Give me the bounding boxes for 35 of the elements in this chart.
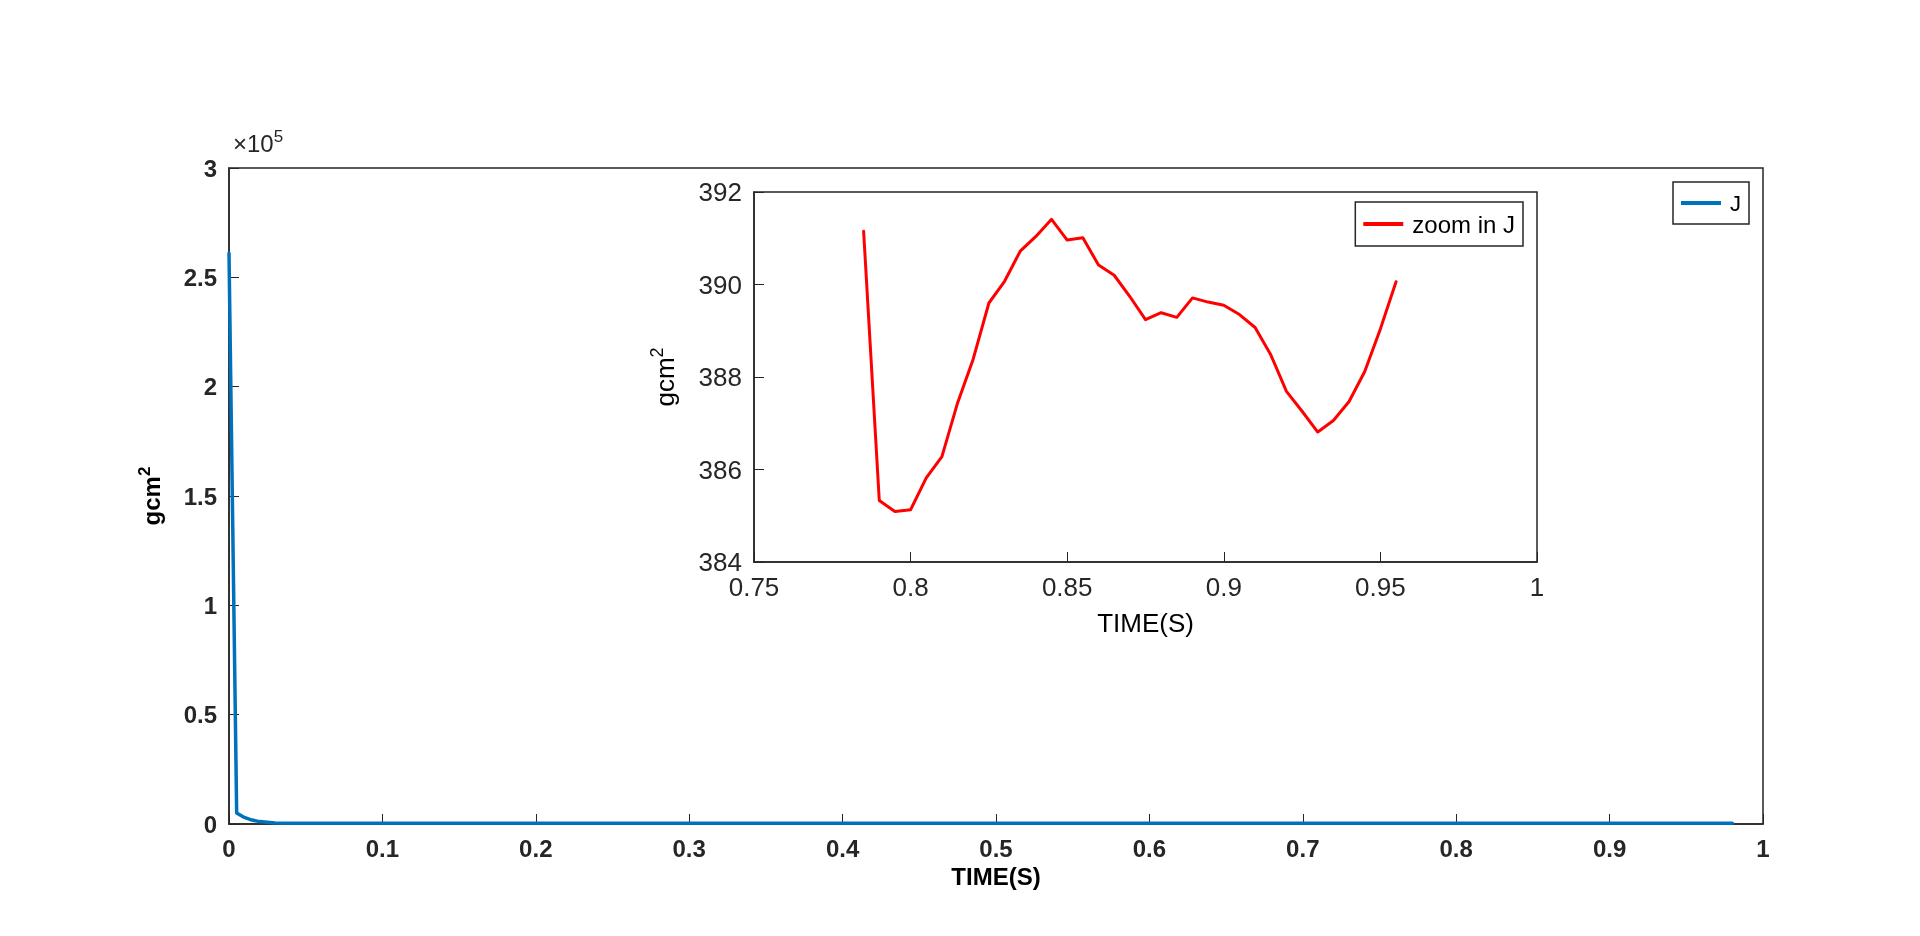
y-tick-label: 388 [698, 362, 742, 392]
y-axis-title: gcm2 [647, 347, 680, 407]
y-tick-label: 390 [698, 269, 742, 300]
legend-label: zoom in J [1412, 210, 1515, 238]
x-tick-label: 0.8 [892, 572, 929, 602]
x-tick-label: 0.5 [979, 834, 1013, 862]
y-axis-title: gcm2 [135, 466, 165, 526]
y-tick-label: 0.5 [183, 701, 217, 729]
x-tick-label: 0.3 [672, 834, 706, 862]
x-tick-label: 0.1 [365, 834, 400, 862]
x-tick-label: 1 [1529, 572, 1545, 602]
y-tick-label: 392 [698, 177, 742, 207]
y-tick-label: 1.5 [183, 482, 217, 510]
x-tick-label: 1 [1756, 834, 1770, 862]
y-tick-label: 0 [203, 810, 217, 838]
x-tick-label: 0.9 [1592, 834, 1627, 862]
y-tick-label: 2 [203, 373, 217, 401]
legend-label: J [1730, 190, 1741, 216]
x-tick-label: 0.6 [1132, 834, 1167, 862]
x-tick-label: 0.7 [1286, 834, 1320, 862]
y-tick-label: 3 [203, 154, 217, 182]
x-axis-title: TIME(S) [951, 863, 1041, 891]
x-tick-label: 0.4 [825, 834, 860, 862]
y-tick-label: 2.5 [183, 263, 217, 291]
y-tick-label: 1 [203, 591, 217, 619]
x-tick-label: 0.2 [519, 834, 553, 862]
x-tick-label: 0.95 [1355, 572, 1406, 602]
x-tick-label: 0 [222, 834, 236, 862]
x-axis-title: TIME(S) [1097, 608, 1194, 638]
x-tick-label: 0.85 [1041, 572, 1093, 602]
line-series [227, 251, 1735, 826]
y-tick-label: 386 [698, 454, 742, 485]
x-tick-label: 0.9 [1205, 572, 1242, 602]
x-tick-label: 0.8 [1439, 834, 1473, 862]
line-series [862, 217, 1398, 514]
